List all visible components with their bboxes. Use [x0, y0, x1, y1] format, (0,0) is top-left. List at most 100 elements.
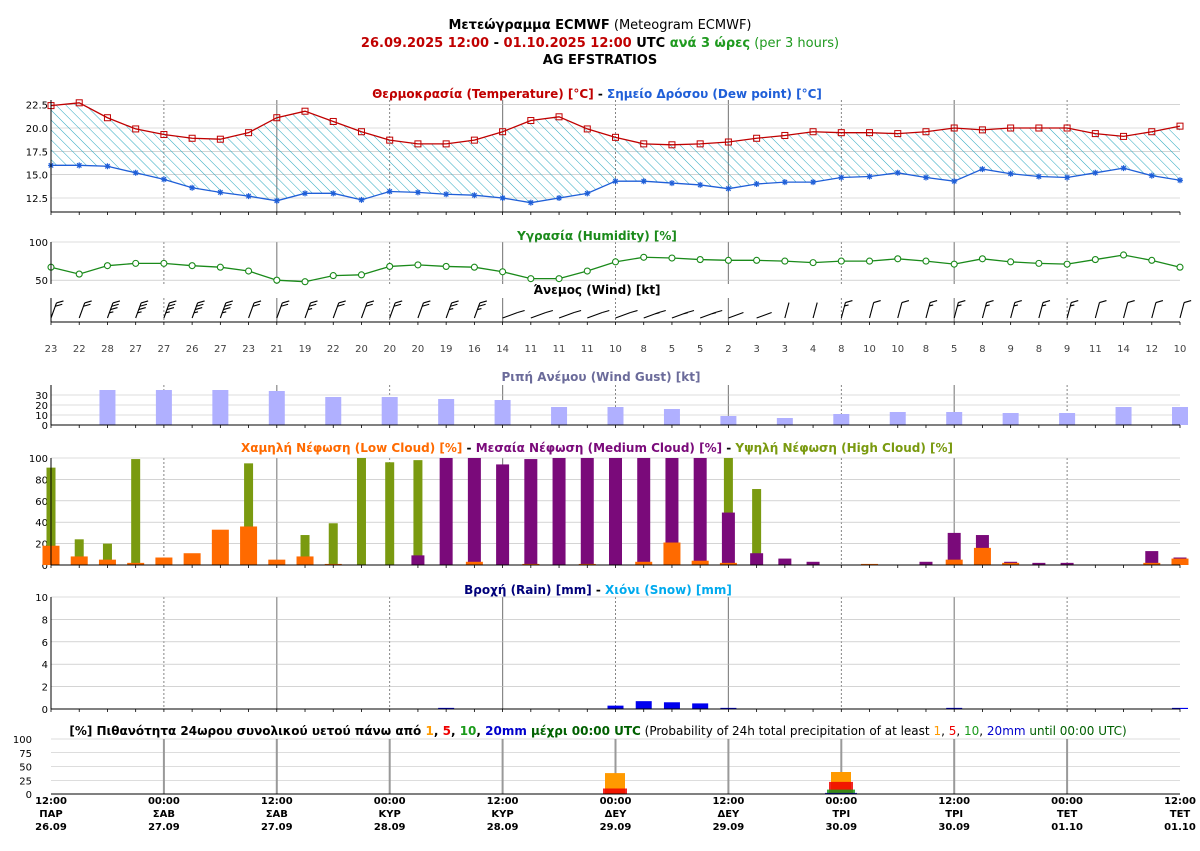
medium-cloud-bar: [750, 553, 764, 565]
rain-bar: [607, 705, 624, 709]
wind-barb-feather: [223, 307, 231, 311]
wind-barb-half-feather: [1070, 304, 1075, 307]
temperature-point: [470, 136, 478, 144]
gust-bar: [607, 407, 624, 425]
wind-barb-feather: [715, 309, 723, 314]
dewpoint-point: [556, 195, 563, 201]
wind-speed-label: 8: [923, 344, 929, 355]
wind-speed-label: 5: [951, 344, 957, 355]
humidity-point: [640, 253, 648, 261]
xtick-day: ΤΕΤ: [1170, 809, 1191, 820]
gust-ytick: 10: [35, 411, 48, 422]
dewpoint-point: [640, 178, 647, 185]
medium-cloud-bar: [411, 555, 425, 565]
humidity-point: [329, 272, 337, 280]
dewpoint-point: [1007, 170, 1014, 177]
temperature-point: [1148, 128, 1156, 136]
prob-t10-en: 10: [964, 724, 979, 738]
xtick-date: 30.09: [825, 822, 857, 833]
temperature-point: [357, 128, 365, 136]
medium-cloud-bar: [721, 512, 735, 565]
dewpoint-point: [781, 179, 788, 186]
xtick-date: 26.09: [35, 822, 67, 833]
temperature-point: [1091, 130, 1099, 138]
humidity-point: [1091, 256, 1099, 264]
rain-bar: [720, 707, 737, 709]
gust-bar: [438, 399, 455, 425]
low-cloud-bar: [465, 561, 483, 565]
wind-barb-feather: [395, 300, 403, 304]
high-cloud-bar: [300, 535, 310, 565]
period-utc: UTC: [631, 36, 670, 51]
cloud-sep-1: -: [462, 441, 475, 455]
wind-barb-feather: [140, 300, 149, 304]
dewpoint-point: [443, 191, 450, 198]
wind-barb-feather: [224, 303, 232, 307]
dewpoint-point: [302, 190, 309, 197]
temperature-point: [1120, 132, 1128, 140]
temperature-line: [50, 102, 1181, 146]
wind-barb-half-feather: [844, 304, 849, 307]
prob-c1: ,: [434, 724, 443, 738]
dewpoint-point: [1035, 173, 1042, 180]
dewpoint-point: [1064, 174, 1071, 181]
wind-barb-feather: [602, 309, 610, 314]
gust-bar: [833, 414, 850, 425]
wind-barb-half-feather: [655, 312, 660, 315]
humidity-point: [781, 257, 789, 265]
wind-speed-label: 26: [186, 344, 199, 355]
wind-barb-feather: [169, 300, 177, 304]
wind-barb-feather: [517, 309, 525, 314]
gust-bar: [212, 390, 229, 425]
gust-bar: [1059, 413, 1076, 425]
temp-dew-hatch-area: [51, 102, 1180, 203]
humidity-point: [414, 261, 422, 269]
xtick-time: 12:00: [1164, 796, 1196, 807]
prob-c3-en: ,: [979, 724, 987, 738]
humidity-point: [1120, 251, 1128, 259]
wind-barb-staff: [78, 302, 86, 319]
prob-ytick: 50: [19, 763, 32, 774]
temperature-point: [273, 114, 281, 122]
temp-title: Θερμοκρασία (Temperature) [°C]: [372, 87, 594, 101]
humidity-point: [753, 256, 761, 264]
wind-barb-half-feather: [683, 312, 688, 315]
wind-barb-feather: [83, 303, 91, 307]
dewpoint-point: [76, 162, 83, 169]
prob-t20-en: 20mm: [987, 724, 1026, 738]
xtick-date: 28.09: [487, 822, 519, 833]
wind-speed-label: 22: [327, 344, 340, 355]
wind-speed-label: 5: [669, 344, 675, 355]
wind-barb-staff: [981, 302, 988, 319]
rain-ytick: 8: [42, 615, 48, 626]
dewpoint-point: [612, 178, 619, 185]
prob-ytick: 25: [19, 776, 32, 787]
wind-barb-staff: [332, 302, 340, 319]
medium-cloud-bar: [524, 459, 538, 565]
prob-title-gr: [%] Πιθανότητα 24ωρου συνολικού υετού πά…: [69, 724, 425, 738]
temp-ytick: 17.5: [26, 147, 48, 158]
gust-bar: [889, 412, 906, 425]
medium-cloud-bar: [496, 464, 510, 565]
dewpoint-point: [132, 169, 139, 176]
xtick-date: 28.09: [374, 822, 406, 833]
xtick-time: 12:00: [35, 796, 67, 807]
wind-speed-label: 8: [1036, 344, 1042, 355]
wind-barb-feather: [338, 300, 346, 304]
temp-ytick: 20.0: [26, 124, 48, 135]
xtick-date: 29.09: [713, 822, 745, 833]
snow-title: Χιόνι (Snow) [mm]: [605, 583, 732, 597]
gust-bar: [720, 416, 737, 425]
rain-ytick: 10: [35, 593, 48, 604]
medium-cloud-bar: [609, 458, 622, 565]
wind-barb-feather: [197, 300, 205, 304]
wind-barb-feather: [393, 303, 402, 307]
temperature-point: [216, 135, 224, 143]
temperature-point: [978, 126, 986, 134]
prob-t5-en: 5: [949, 724, 957, 738]
wind-speed-label: 11: [581, 344, 594, 355]
wind-speed-label: 14: [496, 344, 509, 355]
humidity-point: [555, 275, 563, 283]
temperature-point: [724, 138, 732, 146]
dewpoint-point: [1148, 172, 1155, 179]
